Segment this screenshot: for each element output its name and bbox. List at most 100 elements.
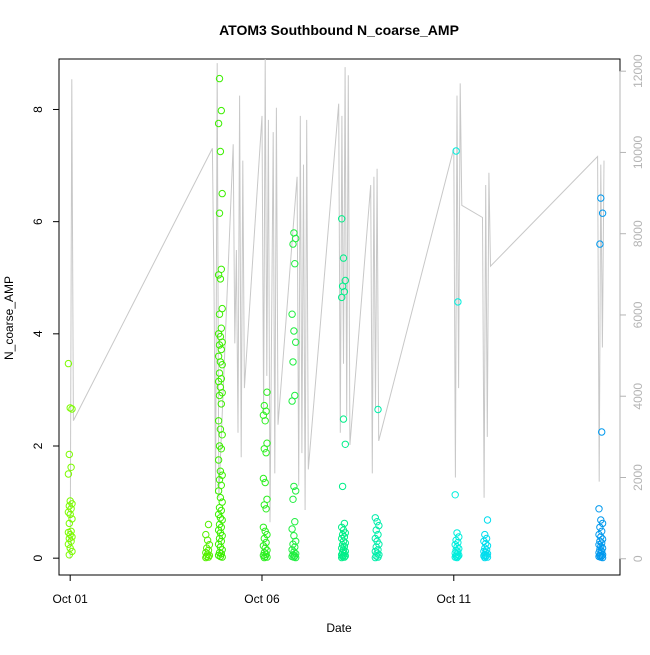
data-point bbox=[260, 553, 268, 562]
y2-tick-label: 0 bbox=[631, 555, 645, 562]
data-point bbox=[216, 147, 225, 156]
data-point bbox=[217, 445, 226, 453]
data-point bbox=[374, 553, 382, 561]
data-point bbox=[292, 553, 300, 562]
y2-tick-label: 6000 bbox=[631, 301, 645, 328]
x-axis-label: Date bbox=[326, 621, 352, 635]
data-point bbox=[339, 415, 348, 423]
y-tick-label: 2 bbox=[31, 442, 45, 449]
data-point bbox=[373, 518, 381, 526]
data-point bbox=[215, 74, 224, 83]
data-point bbox=[218, 189, 226, 198]
y-tick-label: 0 bbox=[31, 555, 45, 562]
data-point bbox=[372, 526, 380, 534]
data-point bbox=[259, 542, 268, 550]
y2-tick-label: 4000 bbox=[631, 383, 645, 410]
data-point bbox=[291, 518, 299, 526]
data-point bbox=[339, 254, 348, 262]
data-point bbox=[341, 440, 349, 448]
x-tick-label: Oct 11 bbox=[437, 592, 472, 606]
data-point bbox=[596, 537, 604, 545]
data-point bbox=[371, 553, 379, 562]
data-point bbox=[261, 417, 269, 425]
data-point bbox=[216, 275, 225, 283]
data-point bbox=[289, 240, 297, 248]
data-point bbox=[204, 520, 213, 529]
data-point bbox=[203, 536, 212, 544]
data-point bbox=[338, 215, 346, 223]
data-point bbox=[452, 536, 460, 544]
y-tick-label: 4 bbox=[31, 330, 45, 337]
data-point bbox=[66, 510, 74, 519]
data-point bbox=[288, 397, 296, 405]
axes-group: 0 2 4 6 8 0 2000 4000 6000 8000 10000 12000 Oct 01 Oc… bbox=[31, 54, 645, 606]
data-point bbox=[598, 209, 607, 217]
data-point bbox=[290, 482, 298, 491]
data-point bbox=[67, 463, 75, 471]
data-point bbox=[454, 298, 462, 306]
data-point bbox=[288, 310, 296, 318]
data-point bbox=[371, 514, 379, 522]
data-point bbox=[289, 495, 297, 503]
data-point bbox=[259, 523, 268, 531]
data-point bbox=[217, 106, 226, 115]
data-point bbox=[596, 523, 604, 531]
data-point bbox=[215, 341, 224, 349]
data-point bbox=[65, 450, 74, 459]
data-point bbox=[214, 119, 223, 128]
data-point bbox=[598, 553, 607, 562]
data-point bbox=[480, 537, 488, 545]
data-point bbox=[262, 505, 270, 513]
data-point bbox=[292, 338, 300, 346]
data-point bbox=[204, 553, 213, 561]
data-point bbox=[214, 271, 223, 279]
data-point bbox=[214, 551, 223, 560]
data-point bbox=[261, 478, 269, 487]
x-tick-label: Oct 06 bbox=[244, 592, 280, 606]
data-point bbox=[597, 194, 605, 202]
data-point bbox=[339, 537, 348, 545]
data-point bbox=[338, 482, 347, 491]
data-point bbox=[217, 400, 226, 408]
y-tick-label: 8 bbox=[31, 106, 45, 113]
data-point bbox=[338, 293, 346, 302]
data-point bbox=[483, 516, 492, 524]
data-point bbox=[66, 404, 74, 412]
data-point bbox=[598, 551, 607, 559]
data-point bbox=[217, 345, 226, 354]
data-point bbox=[598, 428, 606, 436]
chart-title: ATOM3 Southbound N_coarse_AMP bbox=[219, 22, 459, 38]
data-point bbox=[292, 487, 300, 495]
data-point bbox=[595, 505, 603, 513]
data-point bbox=[455, 551, 463, 560]
data-point bbox=[262, 449, 270, 457]
data-point bbox=[260, 501, 268, 509]
data-point bbox=[341, 552, 349, 560]
data-point bbox=[340, 553, 349, 561]
data-point bbox=[453, 553, 461, 562]
data-point bbox=[215, 310, 224, 318]
y-axis-label: N_coarse_AMP bbox=[2, 276, 16, 360]
data-point bbox=[263, 388, 271, 396]
data-point bbox=[338, 553, 346, 562]
data-point bbox=[452, 147, 460, 155]
data-point bbox=[481, 553, 489, 562]
data-point bbox=[453, 529, 461, 537]
data-point bbox=[260, 534, 268, 543]
data-point bbox=[214, 487, 223, 495]
y2-tick-label: 8000 bbox=[631, 220, 645, 247]
x-tick-label: Oct 01 bbox=[53, 592, 89, 606]
data-point bbox=[374, 405, 382, 414]
data-point bbox=[64, 470, 73, 478]
data-point bbox=[451, 491, 459, 499]
data-point bbox=[68, 405, 76, 413]
data-point bbox=[202, 553, 210, 562]
data-point bbox=[454, 552, 462, 561]
data-point bbox=[291, 260, 299, 268]
data-point bbox=[338, 541, 347, 549]
secondary-series-line bbox=[69, 58, 605, 559]
y-tick-label: 6 bbox=[31, 218, 45, 225]
data-point bbox=[214, 456, 223, 464]
data-point bbox=[64, 359, 73, 368]
